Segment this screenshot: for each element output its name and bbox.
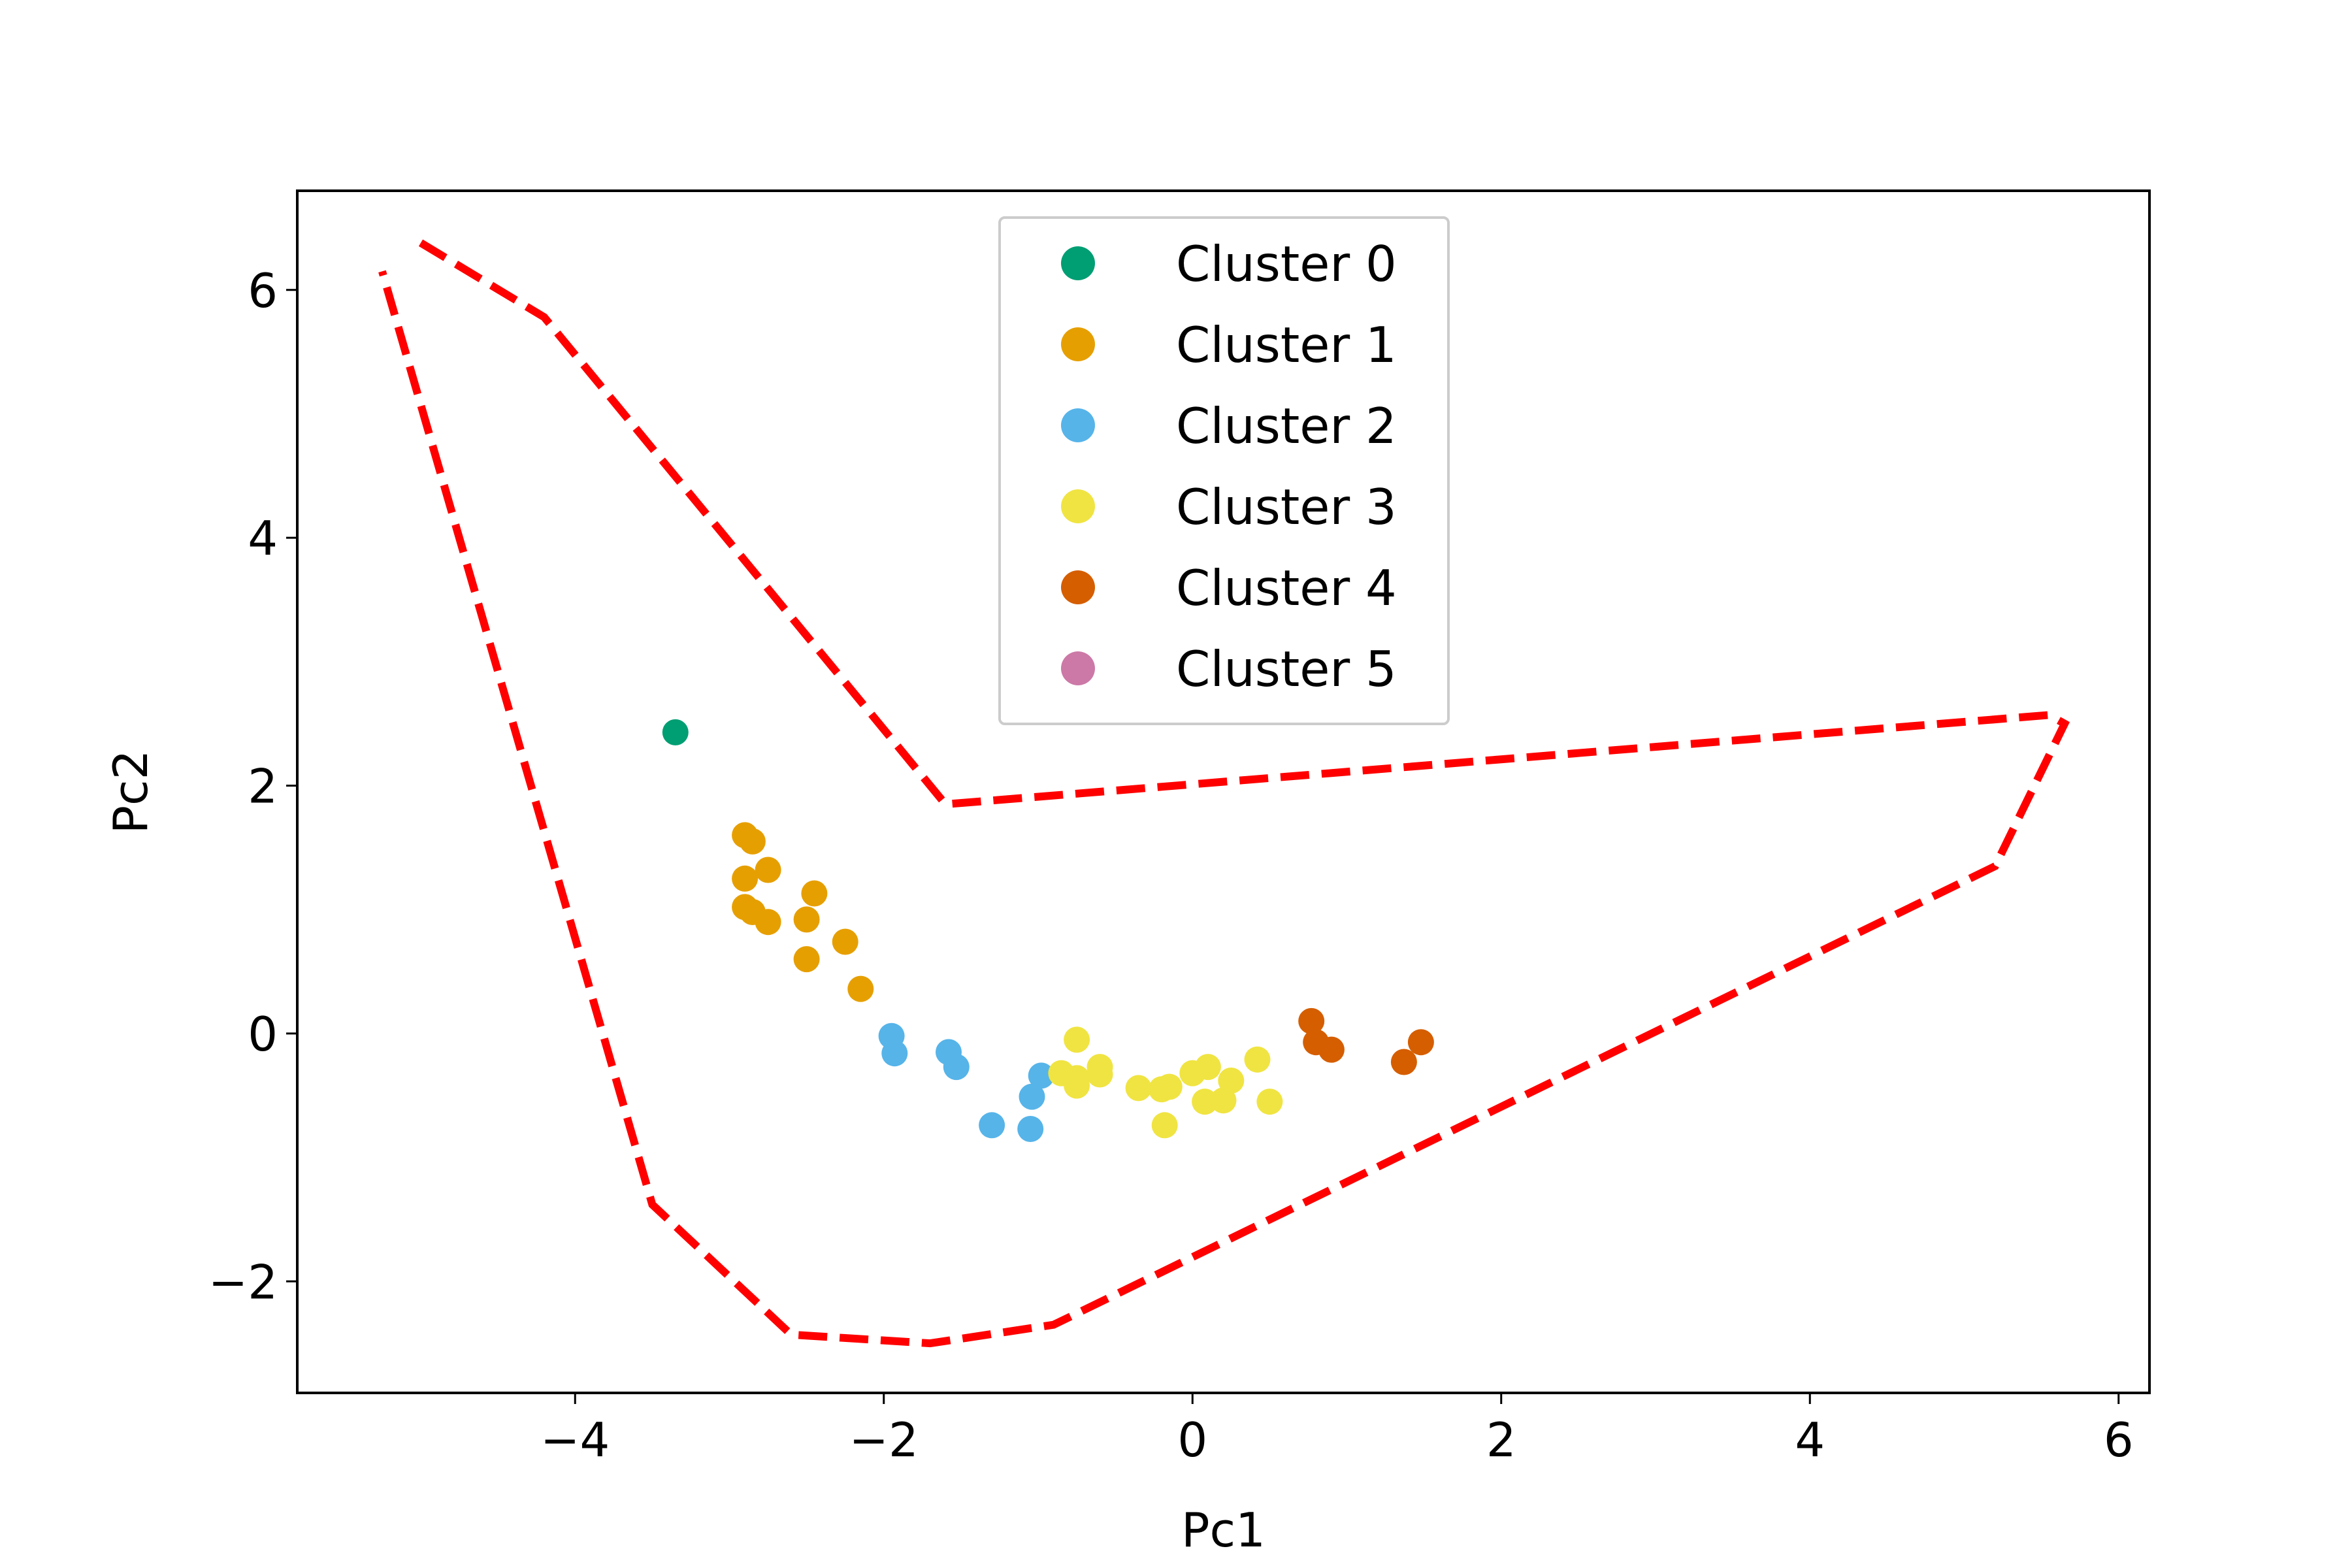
plot-frame [296,189,2151,1394]
legend-label: Cluster 5 [1176,640,1397,698]
cluster-3-point [1086,1061,1113,1088]
y-axis-ticks: −2 0 2 4 6 [208,263,297,1309]
cluster-2-point [979,1112,1005,1139]
legend-marker [1061,651,1095,685]
cluster-3-point [1151,1112,1178,1139]
cluster-1-point [793,946,820,973]
cluster-4-point [1390,1049,1417,1075]
cluster-3-point [1194,1054,1221,1081]
legend: Cluster 0 Cluster 1 Cluster 2 Cluster 3 Clus… [998,216,1450,725]
legend-label: Cluster 1 [1176,316,1397,374]
x-tick-label: 0 [1177,1413,1207,1467]
cluster-2-point [881,1040,908,1067]
boundary-polygon [378,239,2070,1348]
x-axis-label: Pc1 [1181,1503,1266,1558]
cluster-2-point [1028,1062,1054,1089]
cluster-1-point [739,828,766,855]
legend-label: Cluster 0 [1176,235,1397,293]
cluster-1-point [801,880,828,907]
cluster-1-point [732,865,759,892]
cluster-1-point [832,928,858,955]
cluster-2-point [943,1054,970,1081]
y-tick-label: 4 [248,511,278,566]
cluster-2-point [1017,1116,1044,1142]
cluster-3-point [1064,1026,1090,1053]
cluster-2-point [1019,1083,1045,1110]
cluster-3-point [1192,1088,1218,1115]
legend-marker [1061,246,1095,280]
legend-marker [1061,570,1095,604]
boundary-polygon-layer [378,239,2070,1348]
data-points-layer [662,719,1434,1142]
legend-label: Cluster 4 [1176,559,1397,617]
x-tick-label: 2 [1486,1413,1516,1467]
legend-marker [1061,408,1095,442]
cluster-1-point [793,906,820,933]
cluster-3-point [1156,1073,1183,1100]
cluster-4-point [1298,1007,1325,1034]
cluster-3-point [1125,1075,1152,1102]
x-tick-label: −4 [540,1413,610,1467]
cluster-3-point [1210,1087,1237,1114]
y-tick-label: 0 [248,1007,278,1062]
y-tick-label: 6 [248,263,278,318]
legend-items: Cluster 0 Cluster 1 Cluster 2 Cluster 3 Clus… [1061,235,1397,698]
cluster-0-point [662,719,689,745]
cluster-3-point [1218,1068,1245,1094]
cluster-3-point [1244,1046,1271,1073]
cluster-3-point [1256,1088,1283,1115]
cluster-1-point [755,909,781,936]
cluster-1-point [847,975,874,1002]
x-axis-ticks: −4 −2 0 2 4 6 [540,1393,2134,1467]
cluster-4-point [1318,1036,1345,1063]
legend-marker [1061,327,1095,361]
legend-label: Cluster 3 [1176,478,1397,536]
cluster-1-point [755,857,781,883]
y-axis-label: Pc2 [103,750,158,834]
legend-marker [1061,489,1095,523]
x-tick-label: 4 [1795,1413,1825,1467]
legend-box [998,216,1450,725]
x-tick-label: 6 [2104,1413,2134,1467]
cluster-4-point [1407,1029,1434,1056]
y-tick-label: −2 [208,1254,278,1309]
legend-label: Cluster 2 [1176,397,1397,455]
y-tick-label: 2 [248,759,278,814]
x-tick-label: −2 [849,1413,919,1467]
cluster-3-point [1064,1072,1090,1099]
